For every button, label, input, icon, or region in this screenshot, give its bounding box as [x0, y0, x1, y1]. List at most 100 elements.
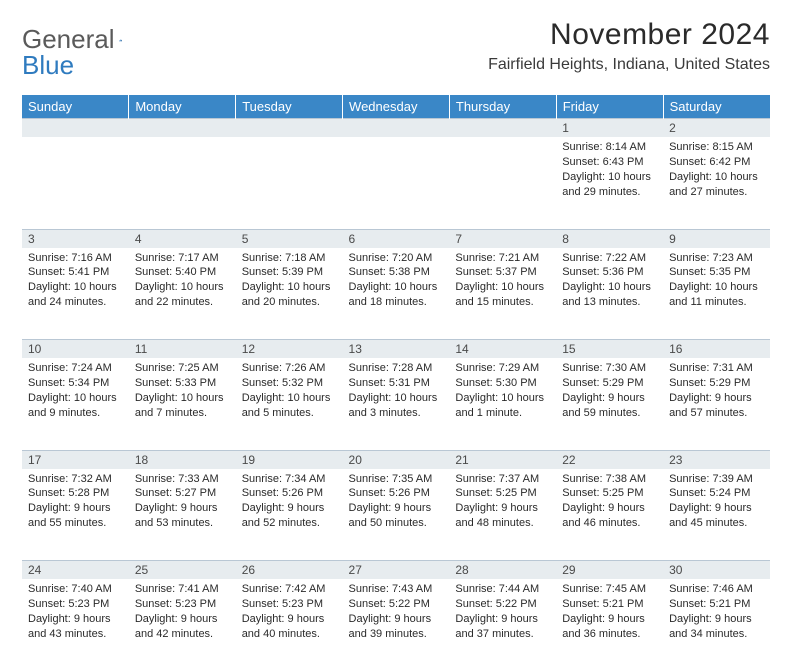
day-number: 3 — [22, 230, 129, 248]
cell-sunset: Sunset: 5:37 PM — [455, 265, 550, 280]
cell-sunrise: Sunrise: 7:23 AM — [669, 251, 764, 266]
cell-sunrise: Sunrise: 7:28 AM — [349, 361, 444, 376]
day-number: 17 — [22, 451, 129, 469]
cell-sunrise: Sunrise: 7:16 AM — [28, 251, 123, 266]
day-number: 28 — [449, 561, 556, 579]
logo-mark-icon — [119, 31, 122, 49]
cell-sunset: Sunset: 5:22 PM — [349, 597, 444, 612]
cell-sunset: Sunset: 5:22 PM — [455, 597, 550, 612]
cell-sunrise: Sunrise: 7:18 AM — [242, 251, 337, 266]
calendar-cell-daynum: 12 — [236, 340, 343, 359]
cell-daylight: Daylight: 10 hours and 5 minutes. — [242, 391, 337, 421]
calendar-cell-daynum — [236, 119, 343, 138]
cell-sunrise: Sunrise: 7:41 AM — [135, 582, 230, 597]
cell-daylight: Daylight: 9 hours and 55 minutes. — [28, 501, 123, 531]
cell-sunrise: Sunrise: 7:26 AM — [242, 361, 337, 376]
calendar-cell-body: Sunrise: 7:32 AMSunset: 5:28 PMDaylight:… — [22, 469, 129, 561]
cell-sunset: Sunset: 5:28 PM — [28, 486, 123, 501]
cell-sunset: Sunset: 5:29 PM — [562, 376, 657, 391]
day-header: Saturday — [663, 95, 770, 119]
calendar-cell-body: Sunrise: 7:38 AMSunset: 5:25 PMDaylight:… — [556, 469, 663, 561]
cell-sunset: Sunset: 5:33 PM — [135, 376, 230, 391]
cell-sunrise: Sunrise: 7:45 AM — [562, 582, 657, 597]
calendar-cell-daynum: 20 — [343, 450, 450, 469]
calendar-cell-daynum: 3 — [22, 229, 129, 248]
cell-daylight: Daylight: 9 hours and 57 minutes. — [669, 391, 764, 421]
cell-daylight: Daylight: 10 hours and 22 minutes. — [135, 280, 230, 310]
calendar-cell-daynum: 23 — [663, 450, 770, 469]
cell-daylight: Daylight: 10 hours and 9 minutes. — [28, 391, 123, 421]
cell-sunset: Sunset: 5:35 PM — [669, 265, 764, 280]
cell-daylight: Daylight: 10 hours and 1 minute. — [455, 391, 550, 421]
calendar-cell-body: Sunrise: 7:20 AMSunset: 5:38 PMDaylight:… — [343, 248, 450, 340]
cell-sunrise: Sunrise: 7:34 AM — [242, 472, 337, 487]
cell-sunrise: Sunrise: 7:29 AM — [455, 361, 550, 376]
day-number: 4 — [129, 230, 236, 248]
day-header: Friday — [556, 95, 663, 119]
day-number: 1 — [556, 119, 663, 137]
calendar-cell-body: Sunrise: 7:33 AMSunset: 5:27 PMDaylight:… — [129, 469, 236, 561]
calendar-cell-daynum: 25 — [129, 561, 236, 580]
cell-daylight: Daylight: 10 hours and 7 minutes. — [135, 391, 230, 421]
calendar-cell-body: Sunrise: 7:26 AMSunset: 5:32 PMDaylight:… — [236, 358, 343, 450]
cell-daylight: Daylight: 9 hours and 40 minutes. — [242, 612, 337, 642]
day-number: 22 — [556, 451, 663, 469]
calendar-cell-daynum: 17 — [22, 450, 129, 469]
calendar-cell-body: Sunrise: 8:15 AMSunset: 6:42 PMDaylight:… — [663, 137, 770, 229]
cell-sunset: Sunset: 6:43 PM — [562, 155, 657, 170]
day-header-row: SundayMondayTuesdayWednesdayThursdayFrid… — [22, 95, 770, 119]
calendar-cell-body: Sunrise: 7:40 AMSunset: 5:23 PMDaylight:… — [22, 579, 129, 671]
calendar-table: SundayMondayTuesdayWednesdayThursdayFrid… — [22, 95, 770, 671]
calendar-cell-daynum: 10 — [22, 340, 129, 359]
cell-sunrise: Sunrise: 7:17 AM — [135, 251, 230, 266]
calendar-cell-body — [129, 137, 236, 229]
calendar-cell-daynum: 7 — [449, 229, 556, 248]
day-number: 12 — [236, 340, 343, 358]
day-number: 20 — [343, 451, 450, 469]
day-header: Monday — [129, 95, 236, 119]
cell-sunrise: Sunrise: 7:22 AM — [562, 251, 657, 266]
calendar-cell-daynum: 9 — [663, 229, 770, 248]
day-number: 27 — [343, 561, 450, 579]
cell-sunrise: Sunrise: 7:32 AM — [28, 472, 123, 487]
day-number: 25 — [129, 561, 236, 579]
calendar-cell-body: Sunrise: 7:16 AMSunset: 5:41 PMDaylight:… — [22, 248, 129, 340]
day-number: 2 — [663, 119, 770, 137]
calendar-cell-body: Sunrise: 7:43 AMSunset: 5:22 PMDaylight:… — [343, 579, 450, 671]
day-number: 26 — [236, 561, 343, 579]
calendar-cell-body: Sunrise: 7:24 AMSunset: 5:34 PMDaylight:… — [22, 358, 129, 450]
day-header: Sunday — [22, 95, 129, 119]
cell-sunset: Sunset: 5:31 PM — [349, 376, 444, 391]
cell-sunrise: Sunrise: 7:31 AM — [669, 361, 764, 376]
calendar-cell-daynum: 15 — [556, 340, 663, 359]
cell-sunset: Sunset: 5:27 PM — [135, 486, 230, 501]
cell-sunset: Sunset: 5:30 PM — [455, 376, 550, 391]
calendar-cell-daynum: 5 — [236, 229, 343, 248]
calendar-cell-body: Sunrise: 7:46 AMSunset: 5:21 PMDaylight:… — [663, 579, 770, 671]
day-number — [129, 119, 236, 137]
cell-sunrise: Sunrise: 7:37 AM — [455, 472, 550, 487]
cell-sunset: Sunset: 5:29 PM — [669, 376, 764, 391]
calendar-cell-body: Sunrise: 7:18 AMSunset: 5:39 PMDaylight:… — [236, 248, 343, 340]
cell-sunrise: Sunrise: 7:35 AM — [349, 472, 444, 487]
cell-sunset: Sunset: 5:23 PM — [28, 597, 123, 612]
calendar-cell-body: Sunrise: 7:34 AMSunset: 5:26 PMDaylight:… — [236, 469, 343, 561]
day-number: 15 — [556, 340, 663, 358]
cell-daylight: Daylight: 9 hours and 42 minutes. — [135, 612, 230, 642]
calendar-cell-body: Sunrise: 7:22 AMSunset: 5:36 PMDaylight:… — [556, 248, 663, 340]
day-number: 21 — [449, 451, 556, 469]
day-number — [22, 119, 129, 137]
calendar-cell-body: Sunrise: 7:37 AMSunset: 5:25 PMDaylight:… — [449, 469, 556, 561]
cell-daylight: Daylight: 10 hours and 27 minutes. — [669, 170, 764, 200]
day-number: 9 — [663, 230, 770, 248]
cell-daylight: Daylight: 9 hours and 48 minutes. — [455, 501, 550, 531]
day-number: 6 — [343, 230, 450, 248]
cell-sunset: Sunset: 5:34 PM — [28, 376, 123, 391]
cell-sunrise: Sunrise: 7:43 AM — [349, 582, 444, 597]
calendar-cell-body: Sunrise: 7:23 AMSunset: 5:35 PMDaylight:… — [663, 248, 770, 340]
cell-sunrise: Sunrise: 7:24 AM — [28, 361, 123, 376]
calendar-cell-body: Sunrise: 7:42 AMSunset: 5:23 PMDaylight:… — [236, 579, 343, 671]
cell-daylight: Daylight: 10 hours and 24 minutes. — [28, 280, 123, 310]
cell-sunset: Sunset: 5:32 PM — [242, 376, 337, 391]
calendar-cell-body: Sunrise: 7:45 AMSunset: 5:21 PMDaylight:… — [556, 579, 663, 671]
